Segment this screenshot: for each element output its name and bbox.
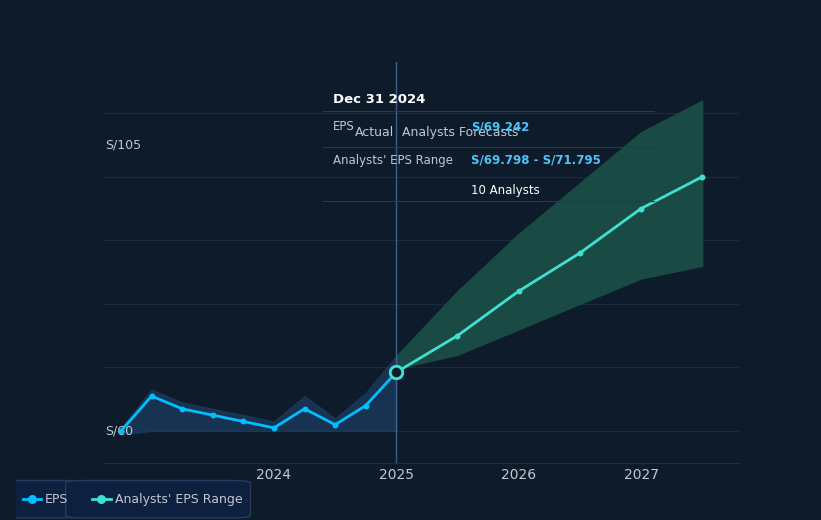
Text: 10 Analysts: 10 Analysts (471, 184, 540, 197)
Point (236, 418, 250, 426)
Text: Analysts' EPS Range: Analysts' EPS Range (115, 493, 242, 505)
Point (206, 411, 219, 419)
Text: S/60: S/60 (105, 424, 133, 437)
Point (298, 405, 311, 413)
Text: Dec 31 2024: Dec 31 2024 (333, 93, 426, 106)
Point (390, 368, 403, 376)
Point (390, 368, 403, 376)
Text: S/105: S/105 (105, 138, 141, 151)
FancyBboxPatch shape (0, 480, 86, 518)
Text: S/69.242: S/69.242 (471, 120, 530, 133)
Point (359, 401, 372, 410)
Text: EPS: EPS (45, 493, 68, 505)
Point (114, 427, 127, 435)
Text: S/69.798 - S/71.795: S/69.798 - S/71.795 (471, 154, 601, 167)
Point (451, 332, 464, 340)
Text: Analysts' EPS Range: Analysts' EPS Range (333, 154, 453, 167)
Point (512, 287, 525, 295)
Point (145, 392, 158, 400)
Point (268, 424, 281, 432)
Point (94, 495, 108, 503)
Point (695, 173, 709, 181)
FancyBboxPatch shape (66, 480, 250, 518)
Point (390, 368, 403, 376)
Point (635, 204, 648, 213)
Point (390, 368, 403, 376)
Point (25, 495, 38, 503)
Text: Actual: Actual (355, 126, 394, 139)
Point (176, 405, 189, 413)
Point (573, 249, 586, 257)
Text: Analysts Forecasts: Analysts Forecasts (402, 126, 519, 139)
Text: EPS: EPS (333, 120, 355, 133)
Point (328, 421, 342, 429)
